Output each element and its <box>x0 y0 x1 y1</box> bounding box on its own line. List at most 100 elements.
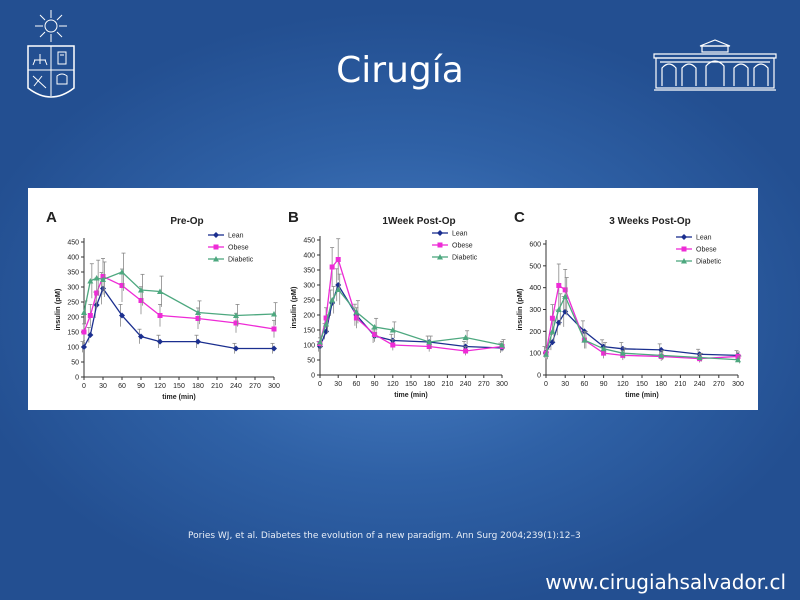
y-tick-label: 0 <box>311 373 315 380</box>
y-tick-label: 100 <box>303 343 315 350</box>
x-tick-label: 150 <box>405 381 417 388</box>
x-tick-label: 60 <box>581 381 589 388</box>
x-tick-label: 30 <box>99 383 107 390</box>
legend-marker-obese <box>437 242 443 248</box>
legend-label-diabetic: Diabetic <box>228 257 254 264</box>
x-tick-label: 120 <box>387 381 399 388</box>
legend-label-obese: Obese <box>452 243 473 250</box>
data-point-obese <box>562 287 568 293</box>
data-point-diabetic <box>233 312 239 318</box>
x-tick-label: 300 <box>732 381 744 388</box>
data-point-lean <box>157 338 163 345</box>
building-logo <box>652 38 778 94</box>
x-tick-label: 180 <box>192 383 204 390</box>
data-point-obese <box>556 282 562 288</box>
x-tick-label: 60 <box>118 383 126 390</box>
y-tick-label: 300 <box>303 283 315 290</box>
y-tick-label: 50 <box>71 360 79 367</box>
series-line-diabetic <box>545 294 739 361</box>
series-line-obese <box>319 258 503 352</box>
data-point-obese <box>463 348 469 354</box>
series-line-obese <box>545 284 739 360</box>
x-tick-label: 0 <box>318 381 322 388</box>
building-facade-icon <box>653 39 777 91</box>
y-tick-label: 350 <box>303 268 315 275</box>
series-line-diabetic <box>83 271 275 317</box>
x-tick-label: 90 <box>600 381 608 388</box>
series-line-lean <box>319 283 503 349</box>
legend-label-obese: Obese <box>228 245 249 252</box>
x-tick-label: 120 <box>154 383 166 390</box>
data-point-diabetic <box>543 351 549 357</box>
data-point-diabetic <box>696 354 703 361</box>
data-point-diabetic <box>426 339 433 345</box>
data-point-diabetic <box>353 309 360 315</box>
data-point-obese <box>353 315 359 321</box>
series-line-lean <box>83 287 274 350</box>
data-point-obese <box>601 350 607 356</box>
panel-title: 3 Weeks Post-Op <box>609 216 691 227</box>
data-point-obese <box>119 283 125 288</box>
x-tick-label: 150 <box>173 383 185 390</box>
y-axis-label: insulin (pM) <box>289 286 298 329</box>
y-tick-label: 350 <box>67 270 79 277</box>
series-line-diabetic <box>319 288 503 346</box>
data-point-diabetic <box>581 337 588 343</box>
x-tick-label: 300 <box>496 381 508 388</box>
legend-marker-diabetic <box>681 258 687 264</box>
data-point-diabetic <box>371 324 378 330</box>
legend-marker-lean <box>681 234 687 240</box>
data-point-lean <box>233 345 239 352</box>
data-point-diabetic <box>619 350 626 356</box>
data-point-diabetic <box>323 321 330 327</box>
website-url[interactable]: www.cirugiahsalvador.cl <box>545 570 786 594</box>
university-crest-icon <box>27 10 75 98</box>
data-point-diabetic <box>329 297 336 303</box>
panel-title: Pre-Op <box>170 216 203 227</box>
y-tick-label: 400 <box>67 255 79 262</box>
y-tick-label: 100 <box>529 351 541 358</box>
data-point-obese <box>335 257 341 262</box>
y-tick-label: 400 <box>529 285 541 292</box>
data-point-diabetic <box>600 345 607 352</box>
x-tick-label: 30 <box>334 381 342 388</box>
y-tick-label: 250 <box>303 298 315 305</box>
panel-letter: C <box>514 209 525 226</box>
x-tick-label: 0 <box>82 383 86 390</box>
x-tick-label: 90 <box>137 383 145 390</box>
legend-marker-obese <box>681 246 687 252</box>
y-axis-label: insulin (pM) <box>53 288 62 331</box>
data-point-obese <box>233 320 239 326</box>
data-point-diabetic <box>195 309 201 315</box>
panel-title: 1Week Post-Op <box>382 216 455 227</box>
y-tick-label: 300 <box>529 307 541 314</box>
data-point-diabetic <box>317 339 323 345</box>
data-point-obese <box>138 298 144 303</box>
legend-label-diabetic: Diabetic <box>696 259 722 266</box>
legend-marker-obese <box>213 244 219 250</box>
y-tick-label: 600 <box>529 242 541 249</box>
x-axis-label: time (min) <box>162 394 195 401</box>
data-point-obese <box>195 316 201 321</box>
legend-label-lean: Lean <box>228 233 244 240</box>
y-tick-label: 500 <box>529 263 541 270</box>
y-tick-label: 250 <box>67 300 79 307</box>
x-tick-label: 0 <box>544 381 548 388</box>
data-point-obese <box>157 313 163 318</box>
y-tick-label: 300 <box>67 285 79 292</box>
data-point-obese <box>271 326 277 332</box>
y-tick-label: 150 <box>67 330 79 337</box>
data-point-obese <box>549 315 555 321</box>
legend-marker-diabetic <box>437 254 443 260</box>
x-tick-label: 30 <box>561 381 569 388</box>
legend-label-obese: Obese <box>696 247 717 254</box>
data-point-lean <box>138 333 144 340</box>
panel-letter: A <box>46 209 57 226</box>
university-crest-logo <box>20 8 82 108</box>
data-point-obese <box>81 329 87 335</box>
x-tick-label: 240 <box>460 381 472 388</box>
data-point-diabetic <box>735 356 741 363</box>
data-point-lean <box>195 338 201 345</box>
data-point-diabetic <box>658 352 665 358</box>
